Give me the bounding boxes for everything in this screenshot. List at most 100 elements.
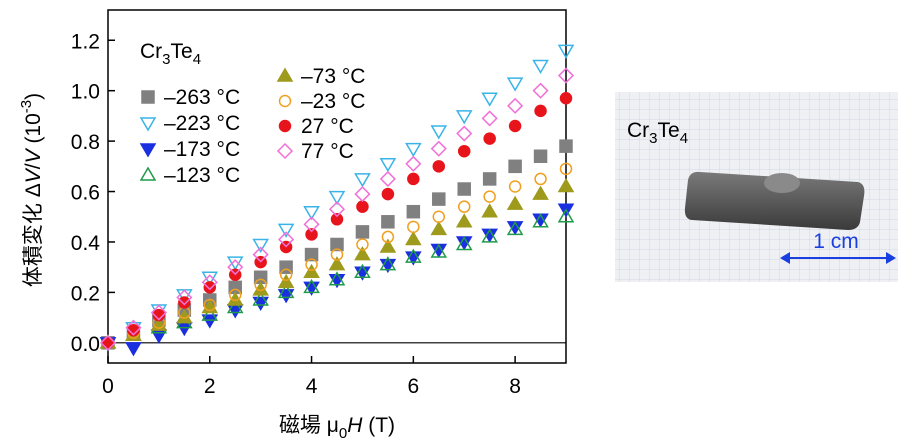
data-point [203, 298, 217, 312]
data-point [506, 220, 524, 236]
data-point [456, 125, 473, 142]
legend-title-part: 3 [162, 51, 170, 68]
y-tick-label: 1.2 [71, 30, 100, 53]
sample-bump [764, 173, 800, 193]
data-point [303, 216, 320, 233]
data-point [482, 172, 497, 186]
data-point [532, 82, 549, 99]
y-axis-label-part: V [22, 147, 45, 163]
data-point [557, 44, 575, 59]
legend-label: –73 °C [301, 65, 365, 88]
x-tick-label: 6 [407, 375, 419, 398]
y-tick-label: 0.8 [71, 131, 100, 154]
x-axis-label-part: 0 [339, 425, 347, 442]
data-point [432, 160, 446, 173]
data-point [481, 228, 498, 243]
y-tick-label: 0.2 [71, 282, 100, 305]
data-point [201, 274, 218, 291]
data-point [407, 172, 420, 186]
legend-label: –173 °C [164, 138, 240, 161]
legend-label: –23 °C [301, 90, 365, 113]
data-point [483, 190, 496, 203]
data-point [381, 215, 395, 229]
legend-bg [276, 92, 294, 110]
photo-label-part: Te [658, 119, 680, 142]
data-point [252, 238, 269, 253]
data-point [557, 178, 575, 193]
data-point [405, 230, 422, 246]
data-point [506, 195, 524, 210]
data-point [328, 256, 346, 271]
x-axis-label-part: (T) [362, 414, 395, 437]
y-axis-label-part: ) [22, 93, 45, 100]
data-point [227, 259, 244, 276]
data-point [457, 200, 471, 213]
data-point [304, 247, 319, 262]
data-point [328, 271, 346, 286]
data-point [354, 186, 371, 203]
data-point [559, 92, 573, 105]
data-point [379, 170, 396, 187]
data-point [455, 236, 473, 251]
legend-marker [278, 94, 292, 108]
data-point [557, 208, 575, 223]
legend-title: Cr3Te4 [140, 40, 201, 68]
data-point [178, 296, 191, 309]
y-tick-label: 0.4 [71, 232, 101, 255]
data-point [305, 228, 318, 241]
data-point [356, 238, 369, 251]
photo: 1 cm [615, 92, 898, 282]
data-point [481, 110, 498, 127]
data-point [277, 289, 295, 304]
data-point [559, 162, 573, 176]
data-point [379, 158, 397, 173]
data-point [532, 213, 549, 228]
legend-title-part: 4 [193, 51, 201, 68]
data-point [226, 304, 244, 319]
y-axis-label-part: / [22, 163, 45, 169]
data-point [252, 296, 269, 311]
data-point [354, 246, 371, 261]
data-point [406, 204, 421, 219]
data-point [125, 342, 142, 357]
data-point [279, 268, 293, 281]
data-point [508, 119, 522, 133]
data-point [534, 104, 547, 118]
data-point [508, 159, 522, 174]
data-point [533, 149, 548, 163]
data-point [481, 92, 498, 107]
data-point [532, 59, 549, 74]
data-point [481, 203, 498, 218]
data-point [405, 248, 422, 263]
data-point [354, 173, 371, 188]
data-point [455, 110, 473, 125]
data-point [101, 336, 115, 350]
data-point [430, 220, 448, 236]
data-point [278, 231, 295, 248]
x-axis-label-part: 磁場 μ [279, 414, 339, 437]
legend-marker [139, 166, 157, 181]
x-tick-label: 4 [306, 375, 318, 398]
legend-marker [276, 142, 294, 160]
legend-label: –263 °C [164, 86, 240, 109]
data-point [228, 288, 242, 302]
x-tick-label: 0 [102, 375, 114, 398]
legend-marker [141, 90, 155, 104]
data-point [483, 132, 496, 145]
legend-label: –223 °C [164, 112, 240, 135]
data-point [405, 142, 422, 158]
data-point [455, 213, 473, 228]
data-point [379, 238, 397, 253]
y-tick-label: 0.0 [71, 333, 100, 356]
y-axis-label-part: (10 [22, 113, 45, 149]
data-point [506, 77, 524, 92]
legend-marker [276, 67, 294, 82]
data-point [176, 289, 193, 306]
data-point [356, 200, 369, 213]
data-point [226, 299, 244, 314]
data-point [277, 283, 295, 299]
data-point [330, 237, 344, 252]
photo-label-part: Cr [627, 119, 649, 142]
legend-marker [278, 119, 292, 133]
data-point [150, 304, 167, 321]
